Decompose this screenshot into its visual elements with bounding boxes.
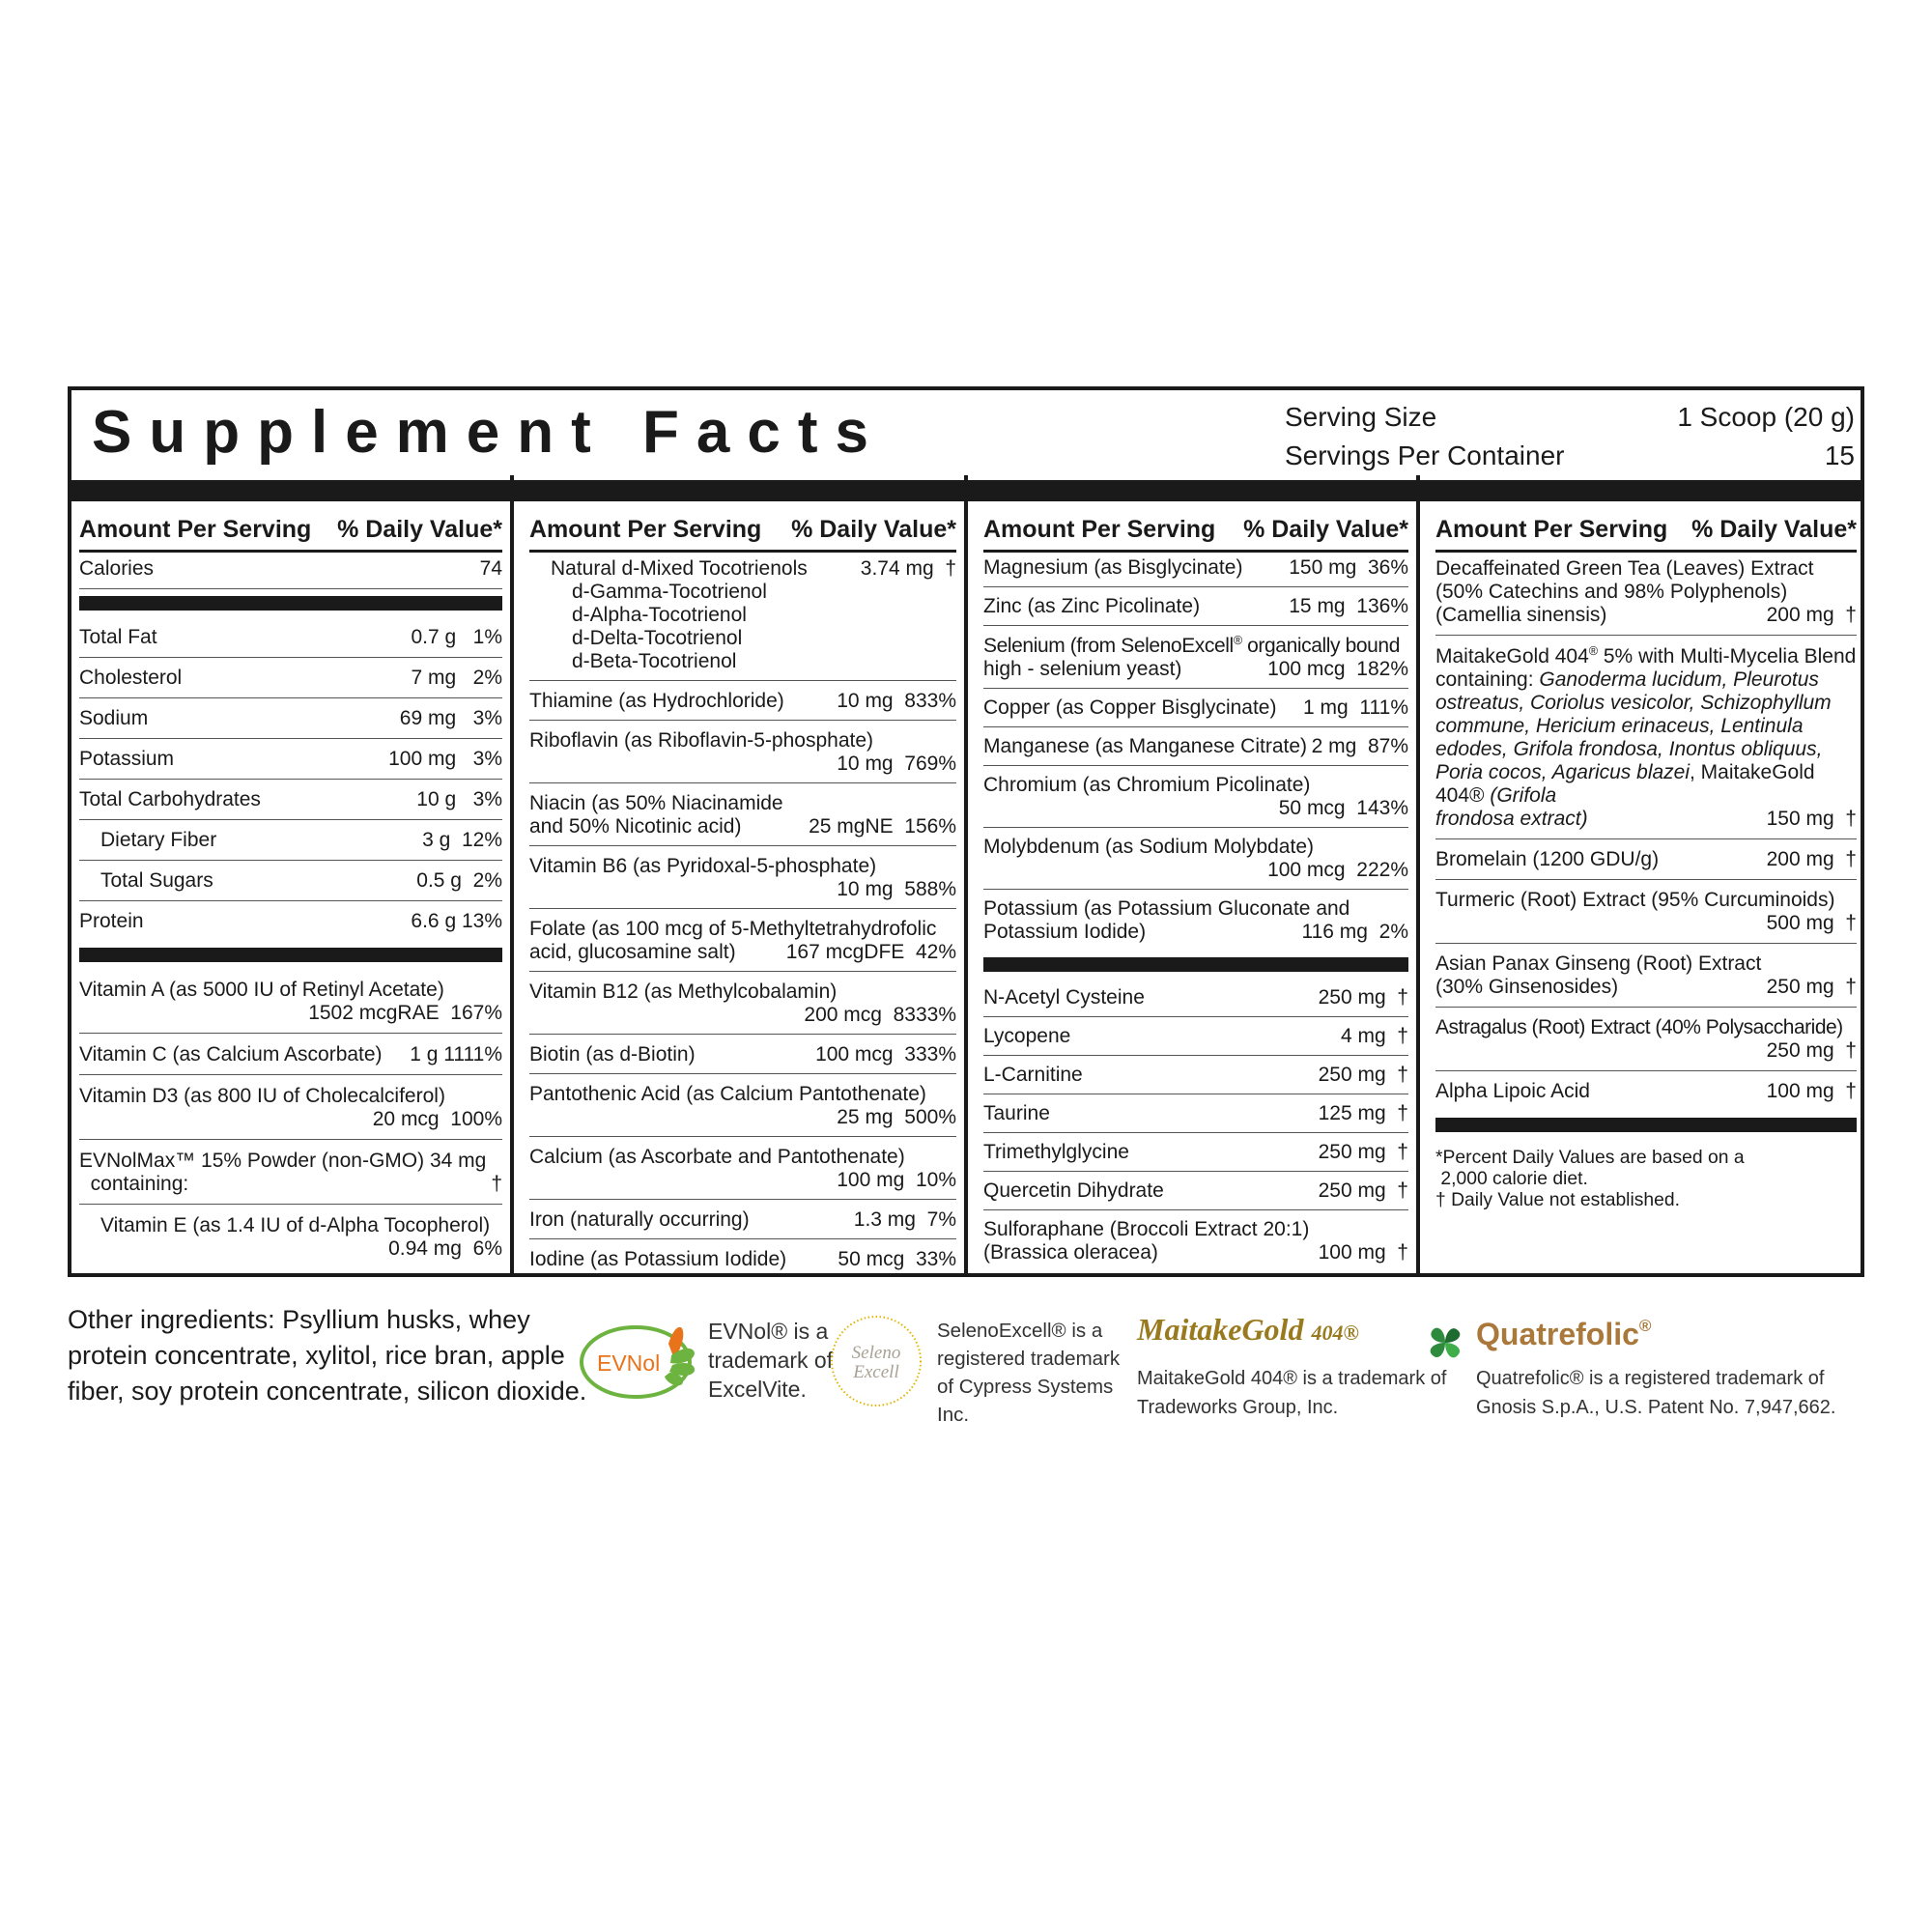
svg-text:Excell: Excell — [852, 1362, 898, 1382]
svg-text:Seleno: Seleno — [852, 1343, 901, 1363]
svg-text:EVNol: EVNol — [597, 1350, 660, 1376]
